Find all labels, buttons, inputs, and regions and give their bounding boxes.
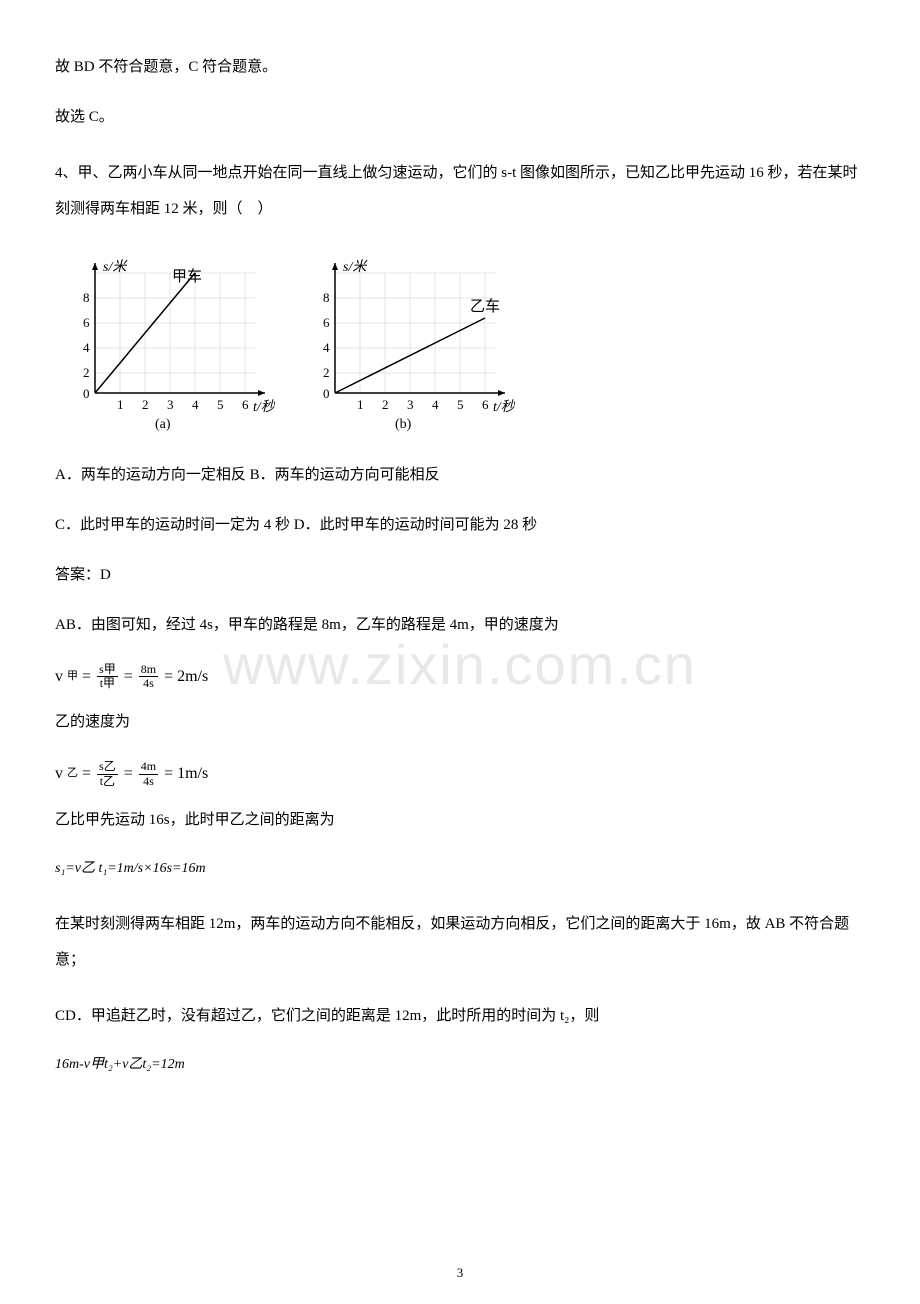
svg-text:乙车: 乙车	[470, 298, 500, 315]
option-ab: A．两车的运动方向一定相反 B．两车的运动方向可能相反	[55, 463, 865, 487]
svg-text:1: 1	[357, 397, 364, 412]
charts-container: 0 2 4 6 8 1 2 3 4 5 6 s/米 t/秒 甲车 (a)	[55, 253, 865, 433]
frac-num: s乙	[97, 760, 118, 774]
svg-text:6: 6	[242, 397, 249, 412]
svg-text:1: 1	[117, 397, 124, 412]
formula-s1: s₁=v乙 t₁=1m/s×16s=16m	[55, 858, 865, 880]
para-check: 在某时刻测得两车相距 12m，两车的运动方向不能相反，如果运动方向相反，它们之间…	[55, 906, 865, 978]
equals: =	[82, 761, 91, 787]
svg-text:4: 4	[323, 340, 330, 355]
frac-num: s甲	[97, 663, 118, 677]
equals: =	[124, 761, 133, 787]
frac-den: 4s	[141, 677, 156, 690]
svg-text:0: 0	[323, 386, 330, 401]
para-distance: 乙比甲先运动 16s，此时甲乙之间的距离为	[55, 808, 865, 832]
svg-text:s/米: s/米	[343, 259, 368, 275]
v-symbol: v	[55, 664, 63, 690]
svg-text:3: 3	[407, 397, 414, 412]
result: = 2m/s	[164, 664, 208, 690]
fraction-8m-4s: 8m 4s	[139, 663, 158, 690]
formula-jia-velocity: v甲 = s甲 t甲 = 8m 4s = 2m/s	[55, 663, 865, 690]
fraction-s-jia: s甲 t甲	[97, 663, 118, 690]
equals: =	[124, 664, 133, 690]
svg-text:0: 0	[83, 386, 90, 401]
question-4: 4、甲、乙两小车从同一地点开始在同一直线上做匀速运动，它们的 s-t 图像如图所…	[55, 155, 865, 227]
frac-den: t乙	[98, 775, 117, 788]
chart-a: 0 2 4 6 8 1 2 3 4 5 6 s/米 t/秒 甲车 (a)	[55, 253, 275, 433]
formula-final: 16m-v甲t₂+v乙t₂=12m	[55, 1054, 865, 1076]
fraction-s-yi: s乙 t乙	[97, 760, 118, 787]
para-yi-speed: 乙的速度为	[55, 710, 865, 734]
svg-text:t/秒: t/秒	[253, 399, 275, 415]
para-cd: CD．甲追赶乙时，没有超过乙，它们之间的距离是 12m，此时所用的时间为 t₂，…	[55, 1004, 865, 1028]
answer: 答案：D	[55, 563, 865, 587]
jia-sub: 甲	[67, 668, 78, 686]
solution-ab: AB．由图可知，经过 4s，甲车的路程是 8m，乙车的路程是 4m，甲的速度为	[55, 613, 865, 637]
svg-text:2: 2	[382, 397, 389, 412]
svg-text:8: 8	[83, 290, 90, 305]
svg-text:2: 2	[323, 365, 330, 380]
svg-text:(b): (b)	[395, 417, 412, 432]
svg-text:(a): (a)	[155, 417, 171, 432]
chart-b-svg: 0 2 4 6 8 1 2 3 4 5 6 s/米 t/秒 乙车 (b)	[295, 253, 515, 433]
svg-text:甲车: 甲车	[172, 268, 202, 285]
svg-text:4: 4	[83, 340, 90, 355]
equals: =	[82, 664, 91, 690]
svg-text:6: 6	[323, 315, 330, 330]
formula-yi-velocity: v乙 = s乙 t乙 = 4m 4s = 1m/s	[55, 760, 865, 787]
result: = 1m/s	[164, 761, 208, 787]
svg-text:5: 5	[457, 397, 464, 412]
frac-num: 4m	[139, 760, 158, 774]
para-answer-c: 故选 C。	[55, 105, 865, 129]
chart-a-svg: 0 2 4 6 8 1 2 3 4 5 6 s/米 t/秒 甲车 (a)	[55, 253, 275, 433]
svg-text:3: 3	[167, 397, 174, 412]
frac-den: 4s	[141, 775, 156, 788]
svg-text:6: 6	[482, 397, 489, 412]
svg-text:4: 4	[192, 397, 199, 412]
fraction-4m-4s: 4m 4s	[139, 760, 158, 787]
svg-text:2: 2	[83, 365, 90, 380]
frac-den: t甲	[98, 677, 117, 690]
svg-text:4: 4	[432, 397, 439, 412]
para-conclusion-bd: 故 BD 不符合题意，C 符合题意。	[55, 55, 865, 79]
svg-text:6: 6	[83, 315, 90, 330]
svg-text:s/米: s/米	[103, 259, 128, 275]
svg-text:2: 2	[142, 397, 149, 412]
page-number: 3	[457, 1263, 464, 1284]
chart-b: 0 2 4 6 8 1 2 3 4 5 6 s/米 t/秒 乙车 (b)	[295, 253, 515, 433]
frac-num: 8m	[139, 663, 158, 677]
option-cd: C．此时甲车的运动时间一定为 4 秒 D．此时甲车的运动时间可能为 28 秒	[55, 513, 865, 537]
svg-text:5: 5	[217, 397, 224, 412]
yi-sub: 乙	[67, 765, 78, 783]
svg-text:8: 8	[323, 290, 330, 305]
svg-text:t/秒: t/秒	[493, 399, 515, 415]
v-symbol: v	[55, 761, 63, 787]
